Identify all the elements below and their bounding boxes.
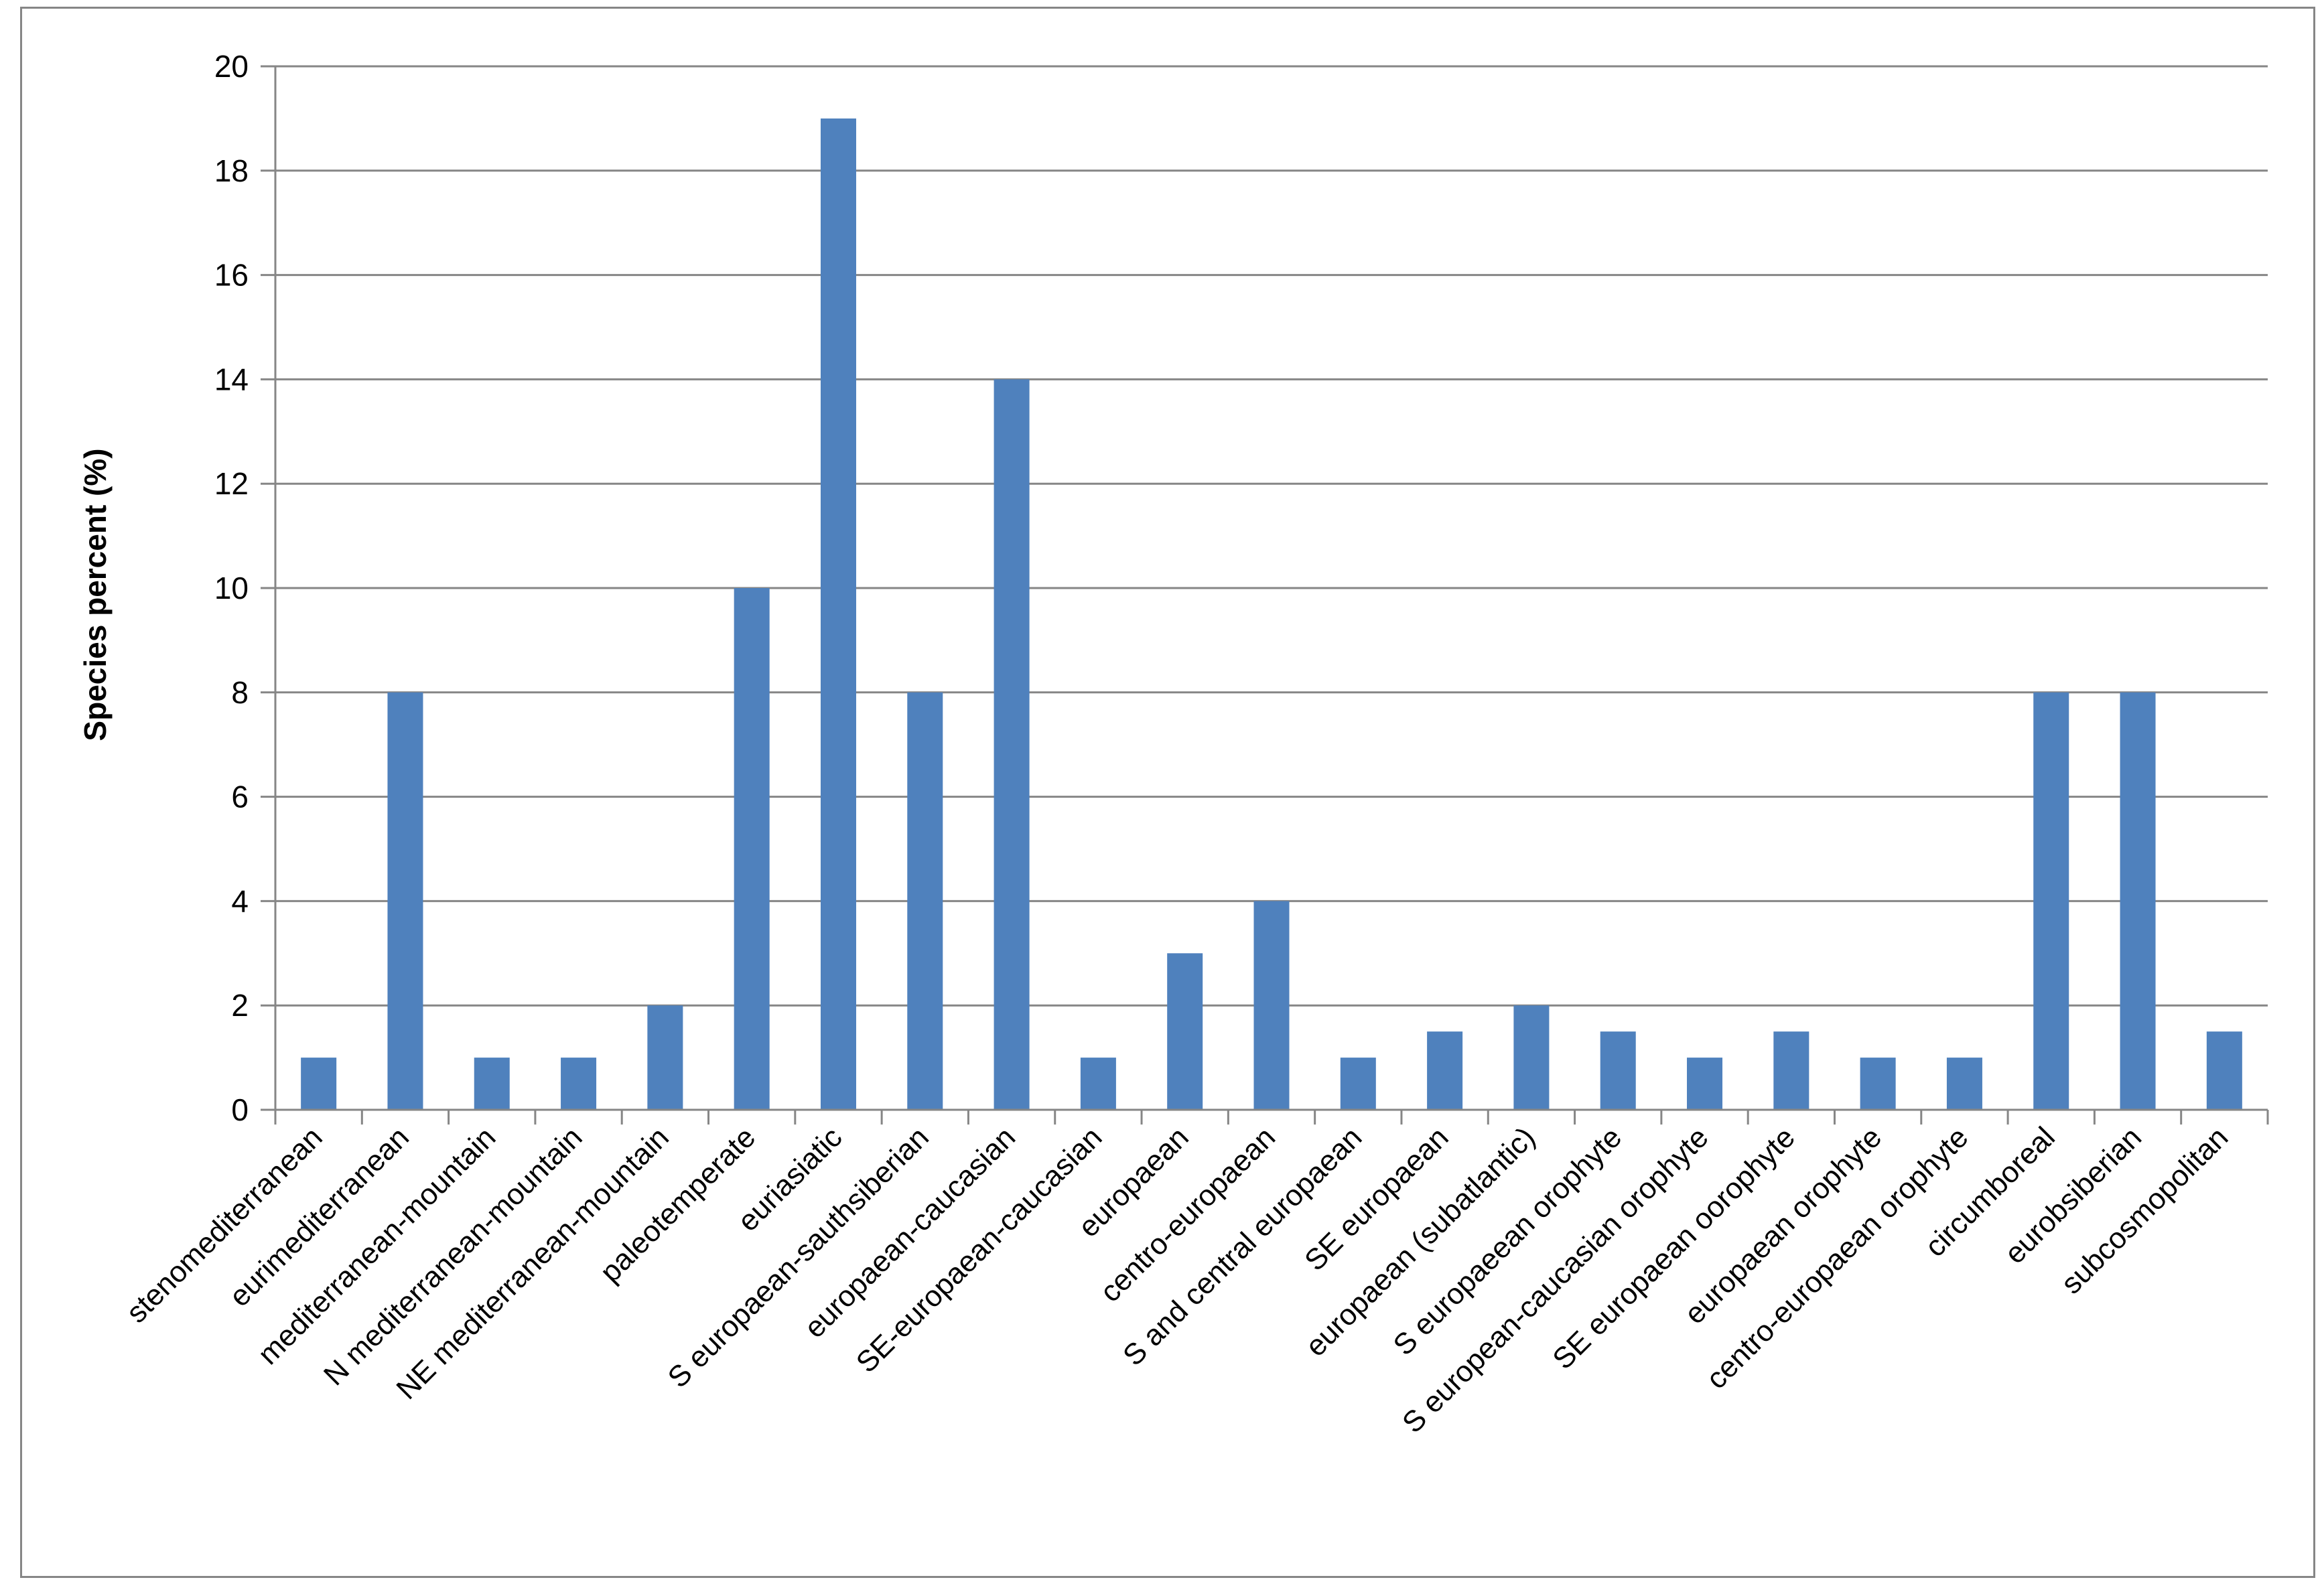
y-tick-label: 14 bbox=[214, 362, 249, 396]
bar bbox=[1773, 1031, 1809, 1110]
y-tick-label: 10 bbox=[214, 571, 249, 605]
bar bbox=[1946, 1058, 1982, 1110]
bar bbox=[1860, 1058, 1896, 1110]
y-tick-label: 18 bbox=[214, 153, 249, 188]
x-tick-label: subcosmopolitan bbox=[2055, 1121, 2234, 1300]
y-tick-label: 12 bbox=[214, 466, 249, 501]
bar bbox=[1513, 1005, 1550, 1110]
y-tick-label: 6 bbox=[231, 780, 249, 814]
chart-frame: 0 2 4 6 8 10 12 14 16 18 20 stenomediterranean euri… bbox=[20, 7, 2315, 1578]
bar bbox=[387, 692, 423, 1110]
y-axis-title: Species percent (%) bbox=[78, 448, 113, 741]
bars bbox=[301, 118, 2242, 1110]
x-tick-labels: stenomediterraneaneurimediterraneanmedit… bbox=[120, 1121, 2234, 1439]
bar bbox=[1600, 1031, 1636, 1110]
bar bbox=[301, 1058, 337, 1110]
y-tick-label: 8 bbox=[231, 675, 249, 710]
gridlines bbox=[275, 65, 2268, 1007]
bar bbox=[1427, 1031, 1463, 1110]
y-tick-label: 16 bbox=[214, 258, 249, 293]
bar bbox=[1340, 1058, 1376, 1110]
y-tick-label: 4 bbox=[231, 883, 249, 918]
y-tick-label: 2 bbox=[231, 988, 249, 1023]
bar bbox=[1687, 1058, 1723, 1110]
x-tick-label: paleotemperate bbox=[594, 1121, 762, 1289]
bar bbox=[647, 1005, 683, 1110]
bar bbox=[2120, 692, 2156, 1110]
bar-chart: 0 2 4 6 8 10 12 14 16 18 20 stenomediterraneaneuri… bbox=[78, 49, 2269, 1439]
bar bbox=[734, 588, 770, 1110]
bar bbox=[1167, 953, 1203, 1110]
x-tick-label: S european-caucasian orophyte bbox=[1396, 1121, 1715, 1439]
bar bbox=[2033, 692, 2069, 1110]
bar bbox=[994, 379, 1030, 1110]
bar bbox=[907, 692, 943, 1110]
bar bbox=[820, 118, 856, 1110]
bar bbox=[1080, 1058, 1116, 1110]
bar bbox=[2206, 1031, 2242, 1110]
y-tick-labels: 0 2 4 6 8 10 12 14 16 18 20 bbox=[214, 49, 249, 1127]
axes bbox=[261, 65, 2269, 1125]
bar bbox=[1253, 901, 1290, 1110]
y-tick-label: 20 bbox=[214, 49, 249, 84]
bar bbox=[561, 1058, 597, 1110]
y-tick-label: 0 bbox=[231, 1092, 249, 1127]
bar bbox=[474, 1058, 510, 1110]
